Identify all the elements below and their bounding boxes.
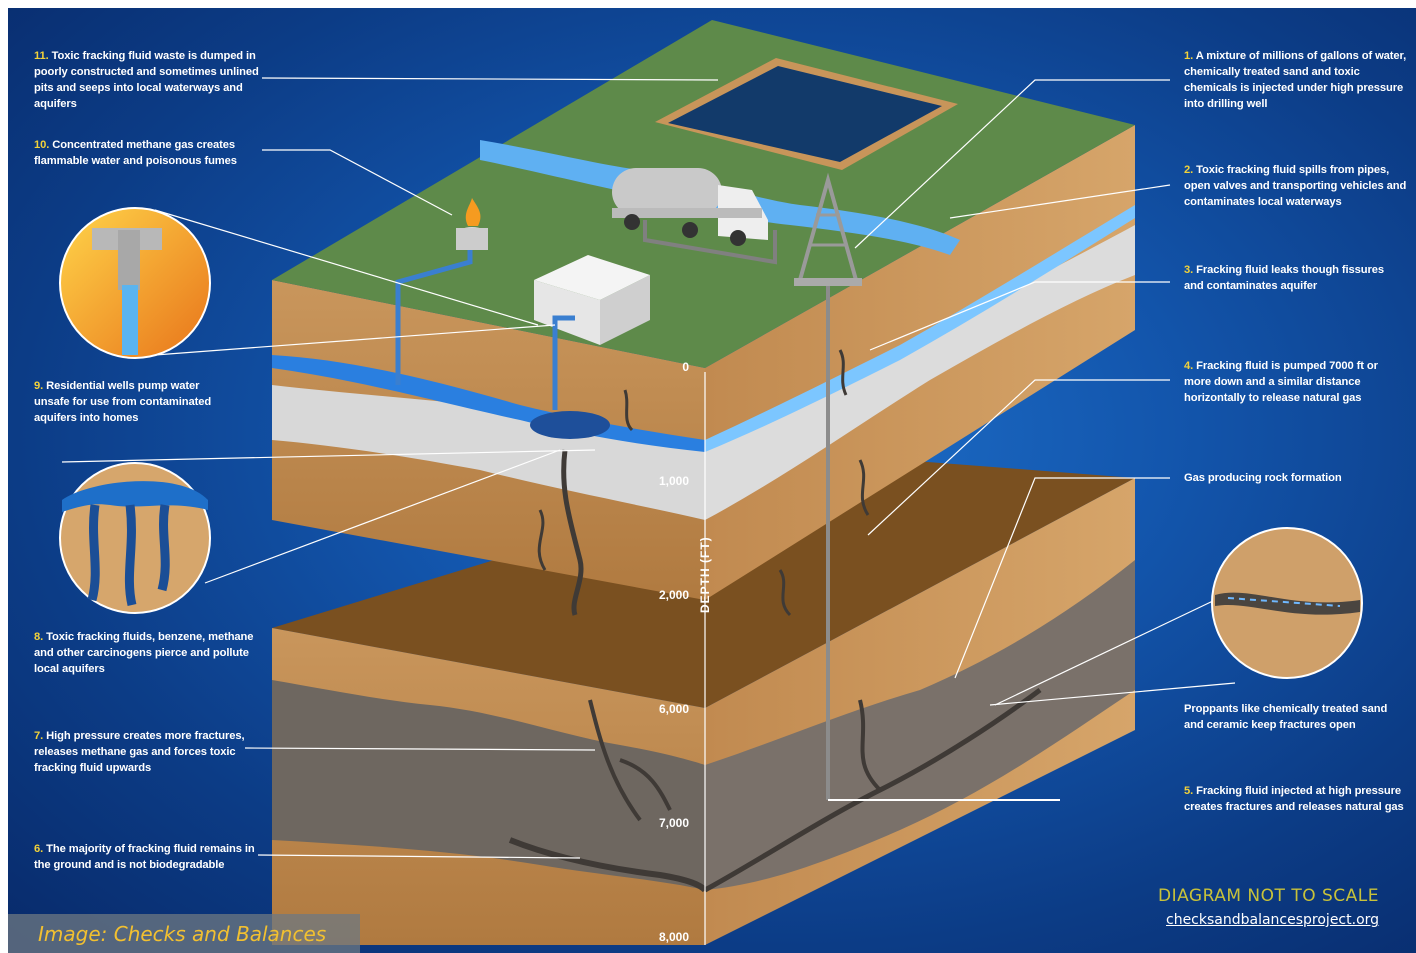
label-8-number: 8. (34, 631, 44, 643)
depth-tick-8000: 8,000 (658, 930, 689, 944)
label-1-number: 1. (1184, 50, 1194, 62)
credit-box (8, 914, 360, 953)
label-11: 11. Toxic fracking fluid waste is dumped… (34, 48, 264, 112)
callout-lines (61, 77, 1236, 945)
label-3-text: Fracking fluid leaks though fissures and… (1184, 264, 1385, 292)
label-6-text: The majority of fracking fluid remains i… (34, 843, 255, 871)
depth-tick-0: 0 (682, 360, 689, 374)
label-10-text: Concentrated methane gas creates flammab… (34, 139, 237, 167)
label-4-number: 4. (1184, 360, 1194, 372)
not-to-scale-note: DIAGRAM NOT TO SCALE (1158, 886, 1379, 906)
faucet-inset (59, 207, 211, 359)
label-9-number: 9. (34, 380, 44, 392)
label-9: 9. Residential wells pump water unsafe f… (34, 378, 234, 426)
label-2-number: 2. (1184, 164, 1194, 176)
label-6: 6. The majority of fracking fluid remain… (34, 841, 269, 873)
label-7-number: 7. (34, 730, 44, 742)
label-6-number: 6. (34, 843, 44, 855)
label-10-number: 10. (34, 139, 50, 151)
label-7-text: High pressure creates more fractures, re… (34, 730, 245, 774)
label-9-text: Residential wells pump water unsafe for … (34, 380, 212, 424)
label-1-text: A mixture of millions of gallons of wate… (1184, 50, 1407, 110)
label-gas-formation-text: Gas producing rock formation (1184, 472, 1342, 484)
depth-tick-2000: 2,000 (658, 588, 689, 602)
label-proppants: Proppants like chemically treated sand a… (1184, 701, 1409, 733)
label-gas-formation: Gas producing rock formation (1184, 470, 1409, 486)
upper-block (272, 20, 1135, 801)
depth-tick-6000: 6,000 (658, 702, 689, 716)
drilling-rig-icon (794, 172, 862, 286)
aquifer-inset (59, 462, 211, 614)
tanker-truck-icon (612, 168, 768, 246)
image-credit: Image: Checks and Balances (38, 922, 327, 946)
label-5: 5. Fracking fluid injected at high press… (1184, 783, 1409, 815)
methane-flame-icon (456, 198, 488, 250)
label-10: 10. Concentrated methane gas creates fla… (34, 137, 264, 169)
label-7: 7. High pressure creates more fractures,… (34, 728, 249, 776)
label-3-number: 3. (1184, 264, 1194, 276)
house-icon (534, 255, 650, 345)
label-11-number: 11. (34, 50, 49, 62)
depth-tick-1000: 1,000 (658, 474, 689, 488)
label-3: 3. Fracking fluid leaks though fissures … (1184, 262, 1404, 294)
depth-tick-7000: 7,000 (658, 816, 689, 830)
label-proppants-text: Proppants like chemically treated sand a… (1184, 703, 1388, 731)
label-8: 8. Toxic fracking fluids, benzene, metha… (34, 629, 254, 677)
label-2-text: Toxic fracking fluid spills from pipes, … (1184, 164, 1407, 208)
proppant-inset (1211, 527, 1363, 679)
depth-axis-title: DEPTH (FT) (698, 536, 712, 613)
label-8-text: Toxic fracking fluids, benzene, methane … (34, 631, 254, 675)
label-4: 4. Fracking fluid is pumped 7000 ft or m… (1184, 358, 1394, 406)
label-1: 1. A mixture of millions of gallons of w… (1184, 48, 1412, 112)
label-2: 2. Toxic fracking fluid spills from pipe… (1184, 162, 1409, 210)
label-4-text: Fracking fluid is pumped 7000 ft or more… (1184, 360, 1378, 404)
label-5-number: 5. (1184, 785, 1194, 797)
label-11-text: Toxic fracking fluid waste is dumped in … (34, 50, 259, 110)
label-5-text: Fracking fluid injected at high pressure… (1184, 785, 1404, 813)
website-link[interactable]: checksandbalancesproject.org (1166, 912, 1380, 928)
